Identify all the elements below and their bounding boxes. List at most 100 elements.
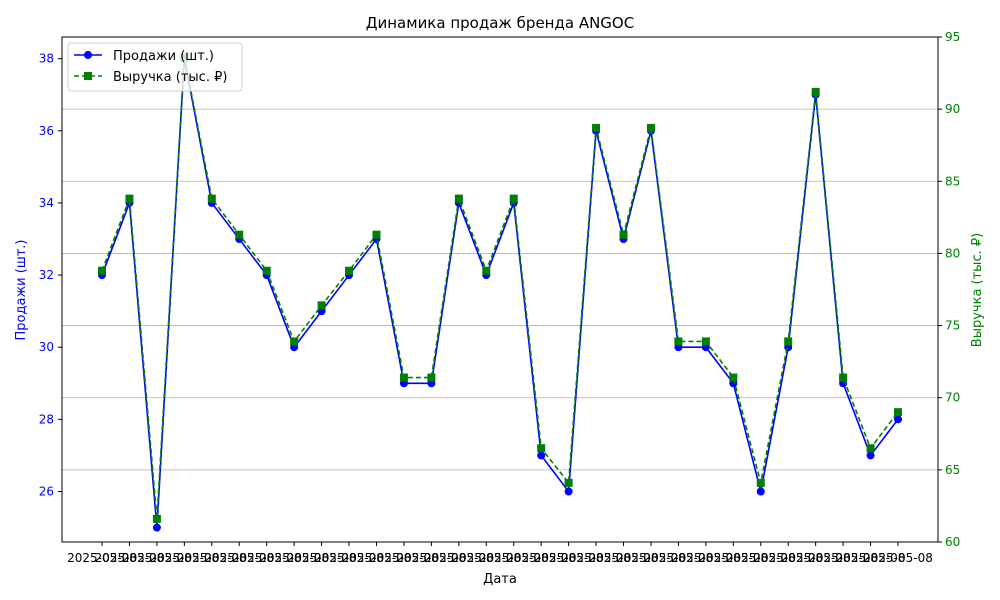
legend-label-sales: Продажи (шт.) [113,49,214,64]
x-tick-label: 2025-05-08 [314,551,384,565]
sales-point [756,487,765,496]
right-tick-label: 80 [945,246,960,260]
x-axis: 2025-05-082025-05-082025-05-082025-05-08… [67,542,933,565]
revenue-point [866,444,875,453]
series-line-revenue [101,57,899,519]
series-layer [98,53,902,532]
sales-point [537,451,546,460]
sales-point [564,487,573,496]
x-tick-label: 2025-05-08 [863,551,933,565]
right-tick-label: 95 [945,30,960,44]
revenue-point [235,230,244,239]
x-tick-label: 2025-05-08 [534,551,604,565]
revenue-point [125,194,134,203]
revenue-point [564,478,573,487]
x-tick-label: 2025-05-08 [726,551,796,565]
x-tick-label: 2025-05-08 [781,551,851,565]
x-tick-label: 2025-05-08 [397,551,467,565]
revenue-point [454,194,463,203]
x-axis-label: Дата [483,572,517,587]
legend-marker-revenue [84,72,92,80]
x-tick-label: 2025-05-08 [95,551,165,565]
left-tick-label: 32 [39,268,54,282]
x-tick-label: 2025-05-08 [232,551,302,565]
revenue-point [399,373,408,382]
revenue-point [839,373,848,382]
legend-label-revenue: Выручка (тыс. ₽) [113,70,227,85]
left-axis: 26 28 30 32 34 36 38 [39,52,62,499]
revenue-point [619,230,628,239]
revenue-point [482,266,491,275]
left-tick-label: 30 [39,340,54,354]
revenue-point [646,123,655,132]
left-tick-label: 28 [39,412,54,426]
x-tick-label: 2025-05-08 [644,551,714,565]
revenue-point [290,337,299,346]
revenue-point [756,478,765,487]
chart-title: Динамика продаж бренда ANGOC [366,14,634,32]
revenue-point [427,373,436,382]
x-tick-label: 2025-05-08 [177,551,247,565]
revenue-point [372,230,381,239]
revenue-point [729,373,738,382]
x-tick-label: 2025-05-08 [808,551,878,565]
revenue-point [207,194,216,203]
x-tick-label: 2025-05-08 [287,551,357,565]
revenue-point [152,514,161,523]
x-tick-label: 2025-05-08 [122,551,192,565]
revenue-point [811,87,820,96]
x-tick-label: 2025-05-08 [753,551,823,565]
series-line-sales [101,58,899,528]
legend-box [67,42,243,92]
legend: Продажи (шт.) Выручка (тыс. ₽) [67,42,243,92]
right-tick-label: 90 [945,102,960,116]
x-tick-label: 2025-05-08 [259,551,329,565]
right-axis: 60 65 70 75 80 85 90 95 [938,30,960,549]
revenue-point [894,408,902,417]
x-tick-label: 2025-05-08 [149,551,219,565]
revenue-point [317,301,326,310]
x-tick-label: 2025-05-08 [204,551,274,565]
revenue-point [784,337,793,346]
revenue-point [509,194,518,203]
revenue-point [262,266,271,275]
x-tick-label: 2025-05-08 [479,551,549,565]
x-tick-label: 2025-05-08 [369,551,439,565]
revenue-point [592,123,601,132]
right-tick-label: 85 [945,174,960,188]
sales-point [894,415,902,424]
x-tick-label: 2025-05-08 [506,551,576,565]
plot-frame [61,36,939,543]
right-tick-label: 75 [945,319,960,333]
revenue-point [345,266,354,275]
right-axis-label: Выручка (тыс. ₽) [970,233,985,347]
x-tick-label: 2025-05-08 [561,551,631,565]
x-tick-label: 2025-05-08 [342,551,412,565]
right-tick-label: 60 [945,535,960,549]
x-tick-label: 2025-05-08 [67,551,137,565]
legend-marker-sales [84,51,92,59]
left-tick-label: 38 [39,52,54,66]
x-tick-label: 2025-05-08 [671,551,741,565]
left-tick-label: 34 [39,196,54,210]
revenue-point [537,444,546,453]
x-tick-label: 2025-05-08 [424,551,494,565]
left-axis-label: Продажи (шт.) [14,240,29,341]
grid [62,108,938,471]
x-tick-label: 2025-05-08 [451,551,521,565]
x-tick-label: 2025-05-08 [836,551,906,565]
revenue-point [701,337,710,346]
sales-point [866,451,875,460]
x-tick-label: 2025-05-08 [589,551,659,565]
x-tick-label: 2025-05-08 [698,551,768,565]
left-tick-label: 36 [39,124,54,138]
revenue-point [674,337,683,346]
left-tick-label: 26 [39,485,54,499]
revenue-point [98,266,106,275]
x-tick-label: 2025-05-08 [616,551,686,565]
sales-point [152,523,161,532]
right-tick-label: 70 [945,391,960,405]
right-tick-label: 65 [945,463,960,477]
